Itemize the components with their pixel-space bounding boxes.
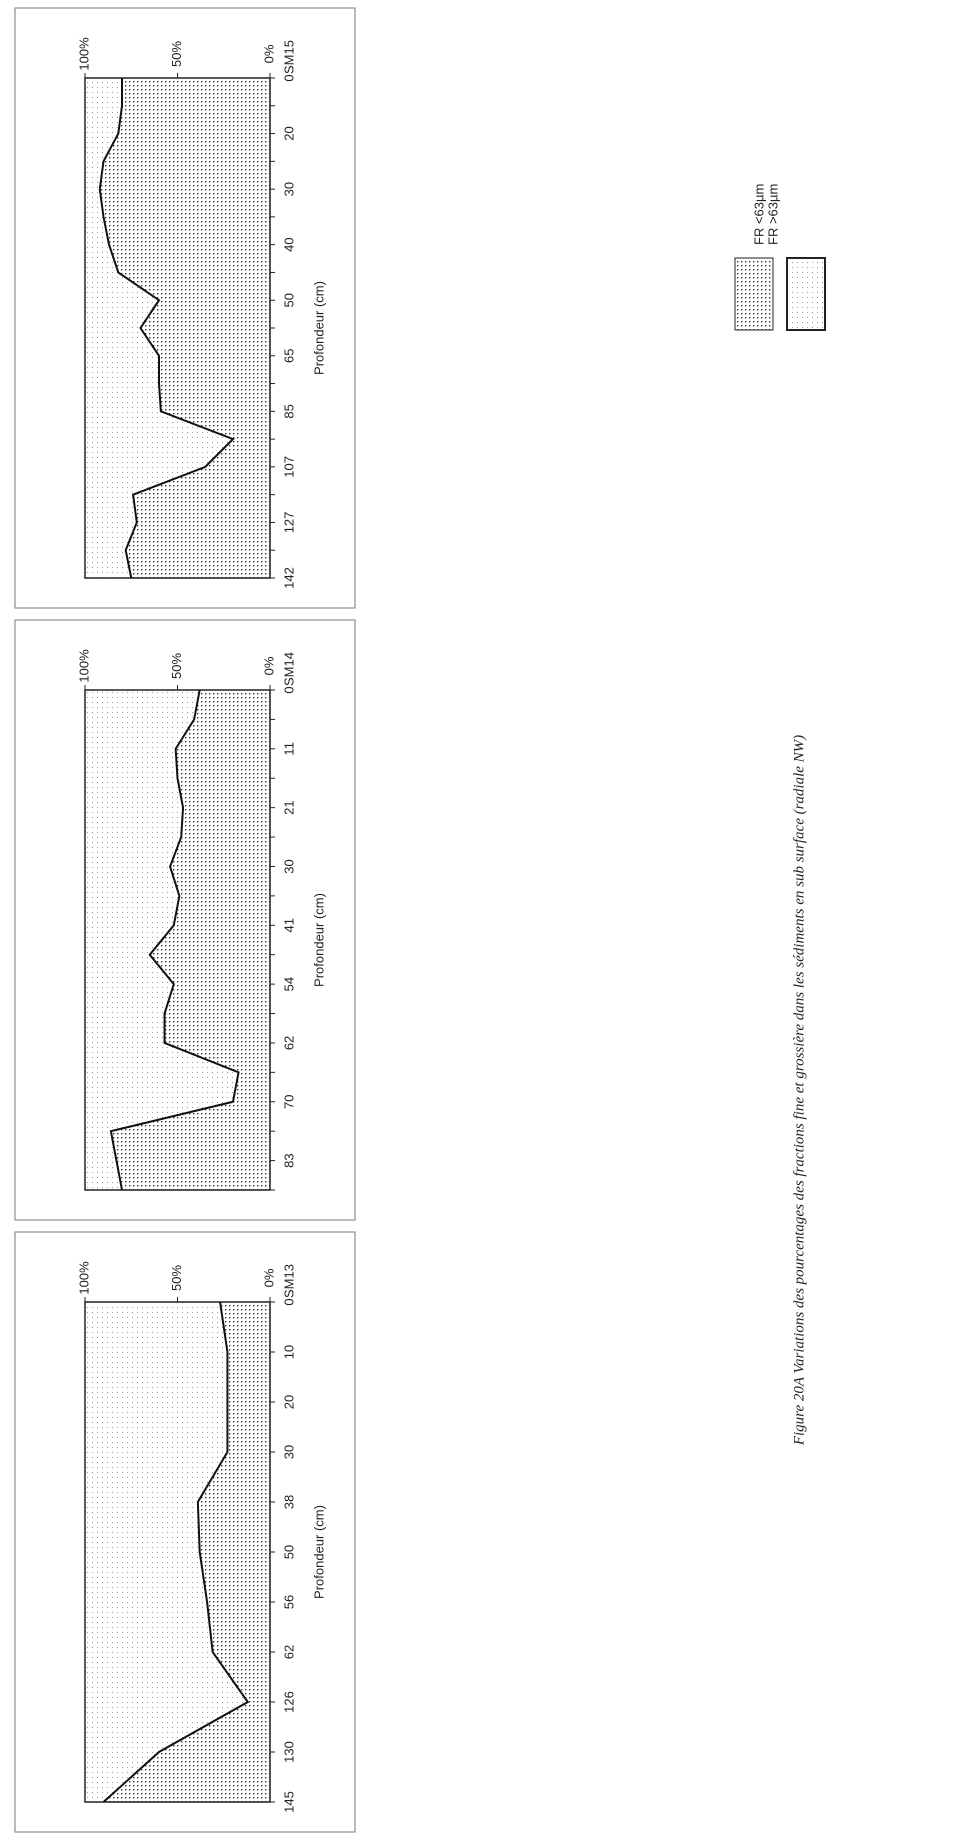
category-label: 30 bbox=[281, 859, 296, 873]
category-label: 0 bbox=[281, 1298, 296, 1305]
legend-swatch bbox=[786, 257, 826, 331]
value-tick-label: 100% bbox=[76, 37, 91, 71]
line bbox=[109, 689, 240, 1191]
category-label: 0 bbox=[281, 686, 296, 693]
category-label: 41 bbox=[281, 918, 296, 932]
axis-title: Profondeur (cm) bbox=[311, 281, 326, 375]
category-label: 30 bbox=[281, 182, 296, 196]
caption: Figure 20A Variations des pourcentages d… bbox=[791, 735, 807, 1446]
legend-label: FR <63µm bbox=[751, 184, 766, 245]
value-tick-label: 50% bbox=[169, 41, 184, 67]
category-label: 127 bbox=[281, 512, 296, 534]
category-label: 38 bbox=[281, 1495, 296, 1509]
category-label: 83 bbox=[281, 1153, 296, 1167]
value-tick-label: 0% bbox=[261, 1268, 276, 1287]
category-label: 65 bbox=[281, 349, 296, 363]
value-tick-label: 100% bbox=[76, 1261, 91, 1295]
category-label: 10 bbox=[281, 1345, 296, 1359]
category-label: 145 bbox=[281, 1791, 296, 1813]
category-label: 62 bbox=[281, 1645, 296, 1659]
series-label: SM13 bbox=[281, 1264, 296, 1298]
series-label: SM15 bbox=[281, 40, 296, 74]
value-tick-label: 0% bbox=[261, 656, 276, 675]
area bbox=[99, 78, 270, 578]
value-tick-label: 100% bbox=[76, 649, 91, 683]
series-label: SM14 bbox=[281, 652, 296, 686]
value-tick-label: 0% bbox=[261, 44, 276, 63]
line bbox=[98, 78, 235, 579]
category-label: 21 bbox=[281, 800, 296, 814]
category-label: 50 bbox=[281, 1545, 296, 1559]
category-label: 11 bbox=[281, 742, 296, 756]
legend-label: FR >63µm bbox=[765, 184, 780, 245]
category-label: 20 bbox=[281, 126, 296, 140]
axis-title: Profondeur (cm) bbox=[311, 893, 326, 987]
area bbox=[110, 690, 271, 1190]
category-label: 50 bbox=[281, 293, 296, 307]
category-label: 0 bbox=[281, 74, 296, 81]
category-label: 142 bbox=[281, 567, 296, 589]
line bbox=[102, 1301, 250, 1803]
category-label: 54 bbox=[281, 977, 296, 991]
category-label: 70 bbox=[281, 1095, 296, 1109]
category-label: 40 bbox=[281, 237, 296, 251]
category-label: 20 bbox=[281, 1395, 296, 1409]
value-tick-label: 50% bbox=[169, 653, 184, 679]
category-label: 30 bbox=[281, 1445, 296, 1459]
category-label: 126 bbox=[281, 1691, 296, 1713]
category-label: 56 bbox=[281, 1595, 296, 1609]
value-tick-label: 50% bbox=[169, 1265, 184, 1291]
category-label: 107 bbox=[281, 456, 296, 478]
category-label: 130 bbox=[281, 1741, 296, 1763]
axis-title: Profondeur (cm) bbox=[311, 1505, 326, 1599]
category-label: 85 bbox=[281, 404, 296, 418]
legend-swatch bbox=[734, 257, 774, 331]
category-label: 62 bbox=[281, 1036, 296, 1050]
